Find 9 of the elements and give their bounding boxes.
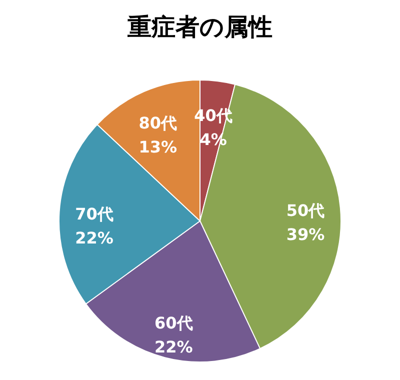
slice-label: 60代 [154, 314, 193, 333]
data-label: 39% [286, 225, 325, 244]
chart-title: 重症者の属性 [126, 13, 272, 41]
data-label: 22% [75, 228, 114, 248]
data-label: 13% [138, 138, 178, 157]
slice-label: 80代 [138, 114, 178, 133]
slice-label: 70代 [75, 204, 114, 224]
slice-label: 50代 [286, 201, 325, 220]
data-label: 22% [154, 338, 193, 357]
